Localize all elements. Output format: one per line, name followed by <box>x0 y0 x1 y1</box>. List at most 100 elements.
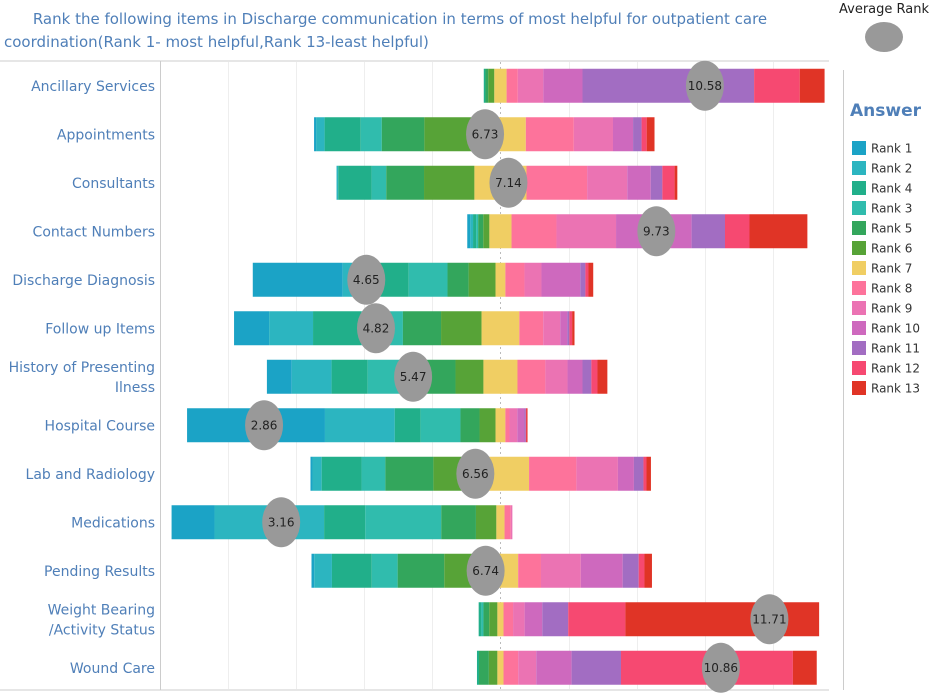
bar-segment-rank-13[interactable] <box>597 359 608 394</box>
bar-segment-rank-1[interactable] <box>467 214 471 249</box>
bar-segment-rank-3[interactable] <box>361 456 386 491</box>
bar-segment-rank-12[interactable] <box>641 117 647 152</box>
bar-segment-rank-5[interactable] <box>402 311 442 346</box>
bar-segment-rank-9[interactable] <box>513 602 525 637</box>
bar-segment-rank-2[interactable] <box>470 214 474 249</box>
bar-segment-rank-5[interactable] <box>478 214 484 249</box>
bar-segment-rank-10[interactable] <box>560 311 568 346</box>
bar-segment-rank-11[interactable] <box>582 68 755 103</box>
average-rank-dot[interactable]: 6.56 <box>456 448 495 499</box>
bar-segment-rank-8[interactable] <box>505 262 525 297</box>
bar-segment-rank-13[interactable] <box>526 408 528 443</box>
bar-segment-rank-1[interactable] <box>171 505 215 540</box>
bar-segment-rank-6[interactable] <box>489 602 498 637</box>
legend-item[interactable]: Rank 12 <box>852 361 920 376</box>
average-rank-dot[interactable]: 10.58 <box>685 60 724 111</box>
bar-segment-rank-8[interactable] <box>519 311 544 346</box>
bar-segment-rank-12[interactable] <box>724 214 750 249</box>
bar-segment-rank-11[interactable] <box>582 359 592 394</box>
bar-segment-rank-5[interactable] <box>441 505 476 540</box>
bar-segment-rank-6[interactable] <box>475 505 497 540</box>
bar-segment-rank-3[interactable] <box>476 214 479 249</box>
bar-segment-rank-13[interactable] <box>644 553 652 588</box>
bar-segment-rank-4[interactable] <box>483 68 486 103</box>
bar-segment-rank-9[interactable] <box>510 505 513 540</box>
bar-segment-rank-11[interactable] <box>567 311 570 346</box>
bar-segment-rank-13[interactable] <box>572 311 575 346</box>
bar-segment-rank-10[interactable] <box>617 456 634 491</box>
bar-segment-rank-11[interactable] <box>571 650 621 685</box>
bar-segment-rank-1[interactable] <box>234 311 270 346</box>
bar-segment-rank-12[interactable] <box>638 553 645 588</box>
bar-segment-rank-11[interactable] <box>542 602 569 637</box>
bar-segment-rank-12[interactable] <box>643 456 647 491</box>
bar-segment-rank-8[interactable] <box>529 456 577 491</box>
bar-segment-rank-12[interactable] <box>525 408 527 443</box>
bar-segment-rank-4[interactable] <box>478 602 482 637</box>
average-rank-dot[interactable]: 10.86 <box>701 642 740 693</box>
bar-segment-rank-8[interactable] <box>504 505 511 540</box>
bar-segment-rank-8[interactable] <box>506 68 518 103</box>
bar-segment-rank-4[interactable] <box>331 553 372 588</box>
bar-segment-rank-2[interactable] <box>316 117 325 152</box>
average-rank-dot[interactable]: 4.82 <box>356 303 395 354</box>
bar-segment-rank-1[interactable] <box>310 456 313 491</box>
legend-item[interactable]: Rank 6 <box>852 241 912 256</box>
bar-segment-rank-11[interactable] <box>650 165 663 200</box>
bar-segment-rank-11[interactable] <box>622 553 639 588</box>
bar-segment-rank-9[interactable] <box>509 408 518 443</box>
bar-segment-rank-6[interactable] <box>488 68 495 103</box>
bar-segment-rank-9[interactable] <box>545 359 568 394</box>
bar-segment-rank-8[interactable] <box>503 602 514 637</box>
bar-segment-rank-2[interactable] <box>269 311 314 346</box>
bar-segment-rank-3[interactable] <box>371 553 398 588</box>
bar-segment-rank-1[interactable] <box>311 553 315 588</box>
bar-segment-rank-6[interactable] <box>441 311 482 346</box>
bar-segment-rank-8[interactable] <box>526 165 588 200</box>
bar-segment-rank-11[interactable] <box>633 456 644 491</box>
bar-segment-rank-10[interactable] <box>541 262 581 297</box>
bar-segment-rank-9[interactable] <box>556 214 617 249</box>
bar-segment-rank-4[interactable] <box>473 214 477 249</box>
bar-segment-rank-12[interactable] <box>585 262 589 297</box>
legend-item[interactable]: Rank 5 <box>852 221 912 236</box>
bar-segment-rank-5[interactable] <box>381 117 425 152</box>
bar-segment-rank-8[interactable] <box>517 359 546 394</box>
bar-segment-rank-10[interactable] <box>543 68 583 103</box>
bar-segment-rank-7[interactable] <box>483 359 518 394</box>
bar-segment-rank-13[interactable] <box>792 650 817 685</box>
legend-item[interactable]: Rank 13 <box>852 381 920 396</box>
bar-segment-rank-9[interactable] <box>540 553 581 588</box>
bar-segment-rank-2[interactable] <box>312 456 322 491</box>
bar-segment-rank-13[interactable] <box>588 262 594 297</box>
bar-segment-rank-7[interactable] <box>489 214 512 249</box>
legend-item[interactable]: Rank 8 <box>852 281 912 296</box>
bar-segment-rank-8[interactable] <box>518 553 541 588</box>
bar-segment-rank-7[interactable] <box>495 262 506 297</box>
bar-segment-rank-4[interactable] <box>394 408 421 443</box>
bar-segment-rank-2[interactable] <box>314 553 332 588</box>
bar-segment-rank-1[interactable] <box>252 262 343 297</box>
legend-item[interactable]: Rank 2 <box>852 161 912 176</box>
bar-segment-rank-4[interactable] <box>324 117 361 152</box>
bar-segment-rank-3[interactable] <box>481 602 484 637</box>
bar-segment-rank-1[interactable] <box>314 117 317 152</box>
bar-segment-rank-6[interactable] <box>479 408 496 443</box>
bar-segment-rank-10[interactable] <box>612 117 634 152</box>
bar-segment-rank-1[interactable] <box>266 359 292 394</box>
average-rank-dot[interactable]: 11.71 <box>750 594 789 645</box>
bar-segment-rank-12[interactable] <box>662 165 675 200</box>
bar-segment-rank-5[interactable] <box>460 408 480 443</box>
legend-item[interactable]: Rank 11 <box>852 341 920 356</box>
bar-segment-rank-4[interactable] <box>324 505 366 540</box>
legend-item[interactable]: Rank 9 <box>852 301 912 316</box>
bar-segment-rank-2[interactable] <box>324 408 395 443</box>
bar-segment-rank-2[interactable] <box>336 165 339 200</box>
bar-segment-rank-13[interactable] <box>625 602 820 637</box>
bar-segment-rank-11[interactable] <box>633 117 642 152</box>
bar-segment-rank-3[interactable] <box>371 165 387 200</box>
bar-segment-rank-7[interactable] <box>494 68 507 103</box>
legend-item[interactable]: Rank 10 <box>852 321 920 336</box>
average-rank-dot[interactable]: 9.73 <box>637 206 676 257</box>
legend-item[interactable]: Rank 3 <box>852 201 912 216</box>
